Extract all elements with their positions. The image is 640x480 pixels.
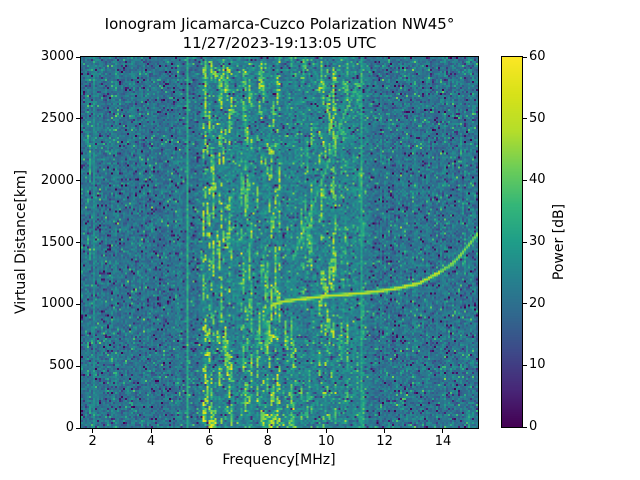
- y-tick-label: 2500: [40, 110, 74, 126]
- y-tick-label: 2000: [40, 172, 74, 188]
- colorbar-tick-mark: [523, 56, 527, 58]
- y-tick-label: 1000: [40, 296, 74, 312]
- colorbar-label: Power [dB]: [551, 203, 567, 281]
- colorbar-tick-mark: [523, 364, 527, 366]
- x-tick-label: 8: [263, 434, 272, 449]
- y-tick-mark: [76, 56, 80, 58]
- ionogram-heatmap-canvas: [81, 57, 478, 428]
- x-tick-label: 4: [146, 434, 156, 449]
- colorbar-tick-mark: [523, 179, 527, 181]
- chart-subtitle: 11/27/2023-19:13:05 UTC: [182, 34, 377, 52]
- x-tick-mark: [150, 429, 152, 433]
- x-tick-mark: [325, 429, 327, 433]
- y-tick-mark: [76, 180, 80, 182]
- y-tick-mark: [76, 242, 80, 243]
- colorbar-tick-label: 40: [529, 172, 546, 188]
- x-tick-mark: [442, 429, 444, 433]
- y-tick-mark: [76, 365, 80, 367]
- y-tick-label: 0: [65, 420, 74, 435]
- y-tick-mark: [76, 427, 80, 429]
- x-tick-label: 10: [317, 434, 335, 449]
- y-tick-label: 3000: [40, 49, 74, 64]
- x-tick-label: 6: [205, 434, 214, 449]
- colorbar-tick-label: 10: [529, 357, 546, 373]
- colorbar-tick-label: 0: [529, 419, 538, 434]
- x-tick-label: 14: [434, 434, 452, 449]
- chart-title: Ionogram Jicamarca-Cuzco Polarization NW…: [104, 15, 455, 33]
- x-axis-label: Frequency[MHz]: [222, 452, 336, 468]
- x-tick-label: 12: [376, 434, 393, 449]
- colorbar-tick-label: 20: [529, 295, 546, 311]
- colorbar-tick-mark: [523, 426, 527, 428]
- plot-frame: [80, 56, 479, 429]
- colorbar-canvas: [502, 57, 522, 427]
- colorbar-tick-label: 30: [529, 234, 546, 249]
- y-tick-mark: [76, 118, 80, 120]
- x-tick-label: 2: [88, 434, 97, 449]
- chart-title-block: Ionogram Jicamarca-Cuzco Polarization NW…: [81, 15, 478, 53]
- colorbar-tick-mark: [523, 118, 527, 120]
- y-tick-label: 1500: [40, 234, 74, 250]
- colorbar-tick-mark: [523, 303, 527, 305]
- x-tick-mark: [208, 429, 210, 433]
- y-tick-label: 500: [49, 358, 74, 374]
- colorbar-tick-mark: [523, 241, 527, 243]
- x-tick-mark: [92, 429, 94, 433]
- x-tick-mark: [384, 429, 386, 433]
- y-tick-mark: [76, 303, 80, 305]
- colorbar-tick-label: 60: [529, 49, 546, 64]
- colorbar-frame: [501, 56, 523, 428]
- y-axis-label: Virtual Distance[km]: [13, 169, 29, 315]
- x-tick-mark: [267, 429, 269, 433]
- colorbar-tick-label: 50: [529, 110, 546, 126]
